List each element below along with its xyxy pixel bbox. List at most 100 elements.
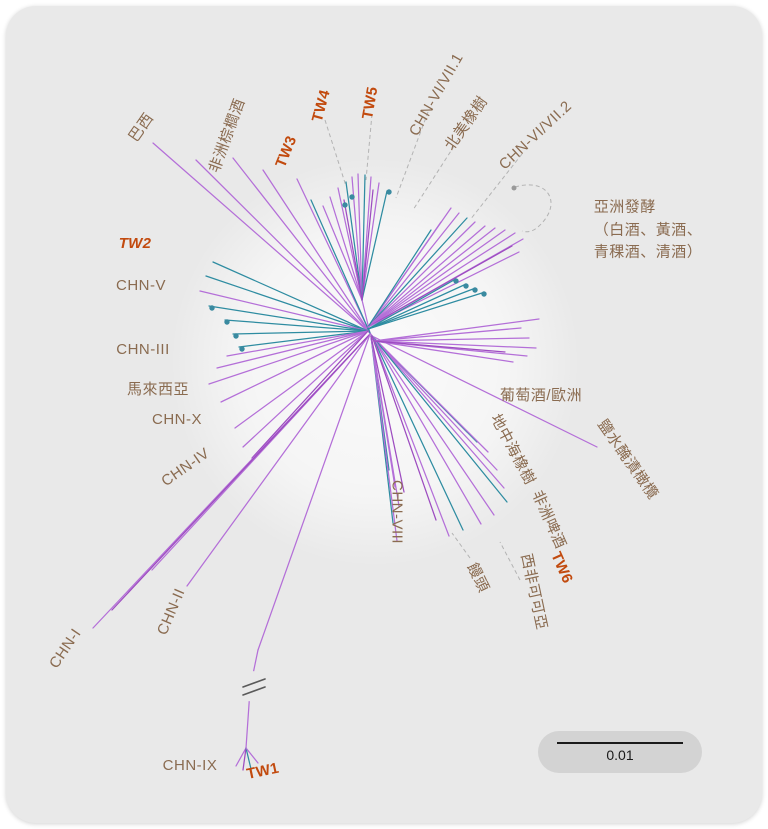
tree-branch [367,284,465,330]
tree-branch [252,649,259,675]
tip-dot [386,189,392,195]
tip-dot [463,283,469,289]
tree-branch [367,232,516,328]
tree-branch [371,335,464,531]
tree-branch [361,190,388,301]
dashed-group [324,111,552,581]
tree-branch [242,330,369,448]
tree-branch [373,337,530,342]
tree-branch [208,330,369,385]
tree-branch [251,330,369,459]
dashed-leader [499,541,521,581]
break-group [242,670,266,702]
tree-branch [111,333,371,611]
tree-branch [199,290,369,332]
tree-branch [212,261,369,332]
tree-branch [371,335,498,471]
tree-branch [367,212,460,328]
tree-branch [245,747,252,770]
tree-branch [262,169,371,334]
tree-branch [337,187,363,301]
tree-branch [238,330,369,348]
tree-branch [361,189,374,301]
tree-branch [257,333,371,651]
tip-dot [472,287,478,293]
tree-branch [371,335,505,489]
scale-bar: 0.01 [538,731,702,773]
tip-dot [453,278,459,284]
tree-branch [373,318,540,342]
dashed-leader [395,111,429,199]
tree-branch [296,178,371,334]
tree-branch [329,196,363,301]
tree-branch [370,335,400,507]
tree-branch [367,225,486,328]
branch-break-gap [243,670,257,702]
dot-group [209,185,517,352]
tree-branch [367,288,474,330]
tip-dot [239,346,245,352]
tree-branch [371,335,508,503]
tree-branch [367,279,455,330]
tree-branch [371,335,598,448]
tree-branch [186,333,371,587]
dashed-leader [324,119,347,187]
tree-branch [152,142,371,334]
tree-branch [373,327,522,342]
tip-dot [209,305,215,311]
branch-break-slash [242,686,266,696]
tree-branch [367,221,476,328]
tree-branch [345,181,363,301]
tree-branch [367,245,513,328]
tree-branch [373,340,506,353]
tip-dot [342,202,348,208]
tree-branch [361,174,366,301]
tree-branch [367,229,432,328]
tree-branch [310,199,371,334]
tree-branch [232,330,369,335]
tree-branch [370,335,398,542]
tree-branch [322,205,363,301]
dashed-leader [451,532,471,559]
tree-branch [226,330,369,357]
dashed-arc [514,184,552,233]
tip-dot [224,319,230,325]
gray-tip-dot [511,185,517,191]
tree-branch [224,319,369,332]
tree-branch [367,292,483,330]
branch-break-slash [242,678,266,688]
tree-branch [371,335,437,521]
tree-branch [371,335,495,516]
branch-group [92,142,598,771]
tip-dot [349,194,355,200]
tree-branch [367,217,468,328]
tree-branch [216,330,369,369]
tree-branch [242,747,247,771]
tree-branch [373,340,514,363]
tree-branch [205,275,369,332]
tip-dot [481,291,487,297]
tree-branch [371,335,450,537]
tree-branch [220,330,369,403]
tree-branch [373,340,537,349]
tree-branch [371,335,482,525]
tree-branch [245,747,259,764]
tree-branch [208,305,369,332]
tree-branch [232,157,371,334]
tree-branch [370,335,405,493]
dashed-leader [469,153,523,221]
tree-branch [367,227,496,328]
tree-branch [367,229,506,328]
tree-branch [235,747,247,767]
scale-bar-line [557,741,683,744]
tree-branch [361,182,380,301]
tree-branch [195,159,371,334]
tree-branch [371,335,489,453]
tree-branch [234,330,369,429]
tree-branch [343,199,363,301]
tree-branch [367,221,442,328]
tree-branch [357,173,363,301]
tip-dot [233,333,239,339]
scale-bar-value: 0.01 [606,746,634,763]
